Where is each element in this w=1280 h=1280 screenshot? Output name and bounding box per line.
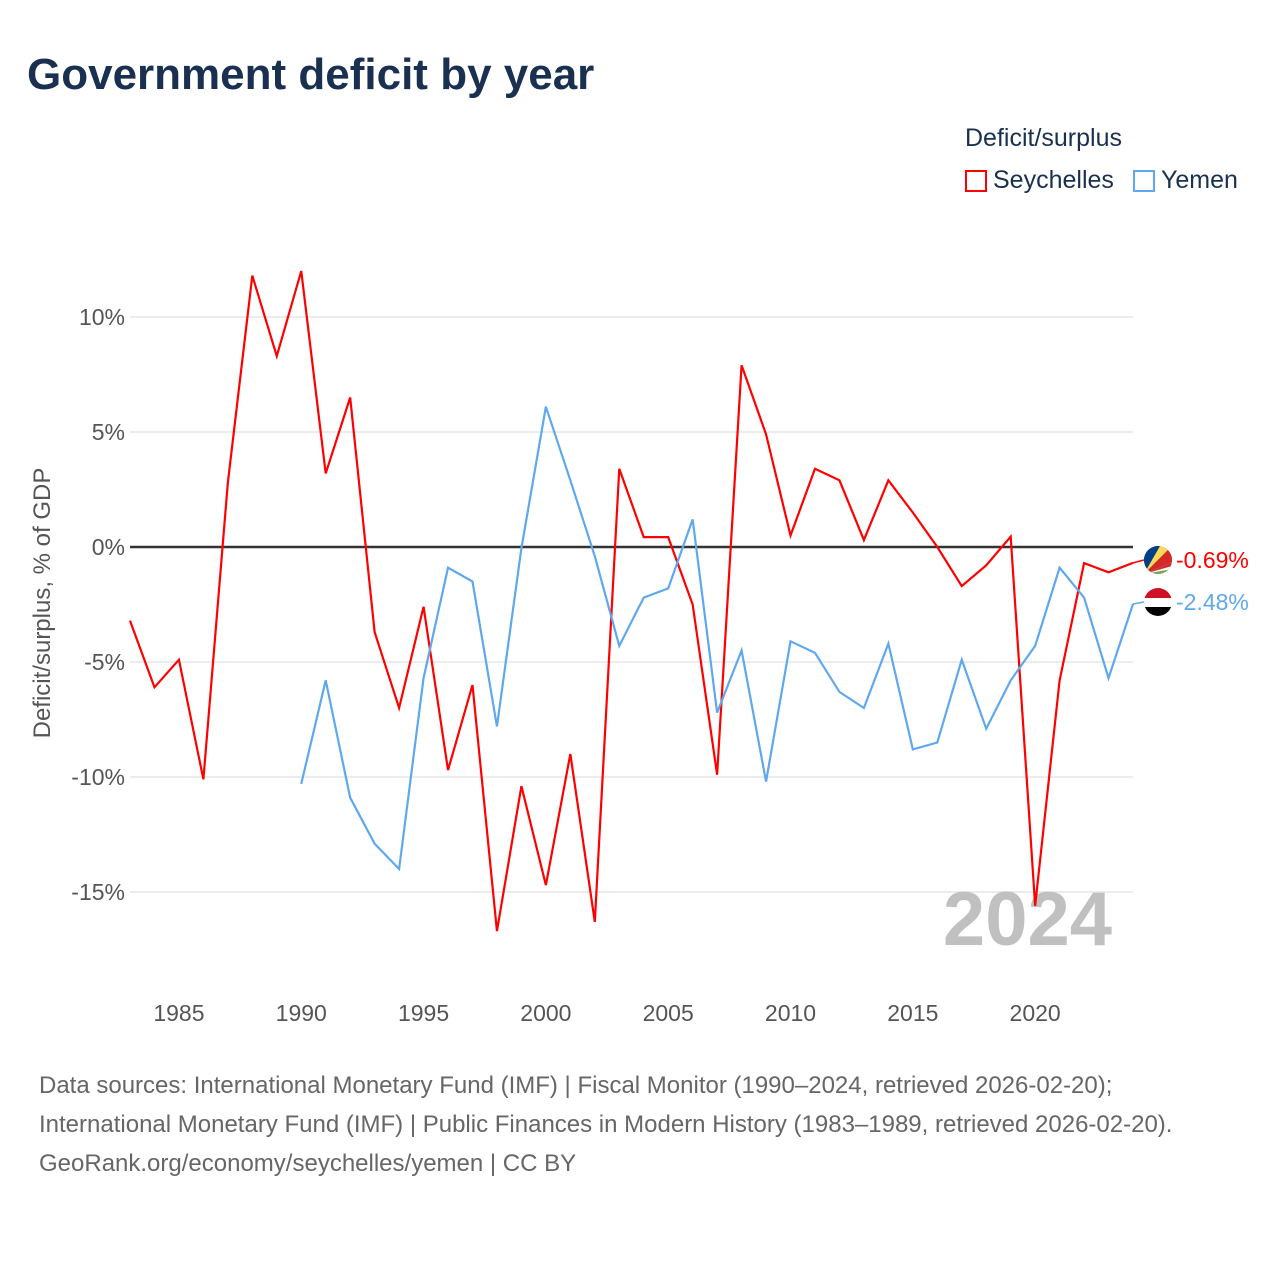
y-tick-label: -10% xyxy=(71,764,125,790)
series-line-seychelles xyxy=(128,270,1134,932)
y-tick-label: 0% xyxy=(92,534,125,560)
x-tick-label: 2010 xyxy=(765,1000,816,1026)
data-sources-text: Data sources: International Monetary Fun… xyxy=(39,1072,1173,1138)
sources: Data sources: International Monetary Fun… xyxy=(39,1066,1239,1183)
legend-title: Deficit/surplus xyxy=(965,124,1122,152)
end-connector xyxy=(1132,601,1145,605)
y-tick-label: -15% xyxy=(71,879,125,905)
legend-label: Seychelles xyxy=(993,166,1114,194)
series-line-yemen xyxy=(300,406,1135,872)
x-tick-label: 1990 xyxy=(276,1000,327,1026)
y-axis-label: Deficit/surplus, % of GDP xyxy=(29,468,56,739)
end-value-label: -0.69% xyxy=(1176,547,1249,573)
legend-swatch-seychelles xyxy=(965,169,987,192)
y-tick-label: -5% xyxy=(84,649,125,675)
attribution-link[interactable]: GeoRank.org/economy/seychelles/yemen | C… xyxy=(39,1150,577,1177)
x-tick-label: 2015 xyxy=(887,1000,938,1026)
seychelles-flag-icon xyxy=(1144,546,1172,574)
chart-title: Government deficit by year xyxy=(27,50,595,99)
x-tick-label: 1995 xyxy=(398,1000,449,1026)
legend-label: Yemen xyxy=(1161,166,1238,194)
plot-area: 10% 5% 0% -5% -10% -15% 1985 1990 1995 2000 2005 20… xyxy=(29,270,1249,1026)
legend-item-seychelles[interactable]: Seychelles xyxy=(965,166,1114,195)
year-watermark: 2024 xyxy=(943,877,1112,962)
legend-item-yemen[interactable]: Yemen xyxy=(1133,166,1238,195)
x-tick-label: 2005 xyxy=(643,1000,694,1026)
yemen-flag-icon xyxy=(1144,588,1172,616)
x-tick-label: 2020 xyxy=(1010,1000,1061,1026)
end-value-label: -2.48% xyxy=(1176,589,1249,615)
y-tick-label: 10% xyxy=(79,304,125,330)
y-tick-label: 5% xyxy=(92,419,125,445)
end-connector xyxy=(1132,559,1145,564)
legend-swatch-yemen xyxy=(1133,169,1155,192)
x-tick-label: 2000 xyxy=(520,1000,571,1026)
x-tick-label: 1985 xyxy=(153,1000,204,1026)
